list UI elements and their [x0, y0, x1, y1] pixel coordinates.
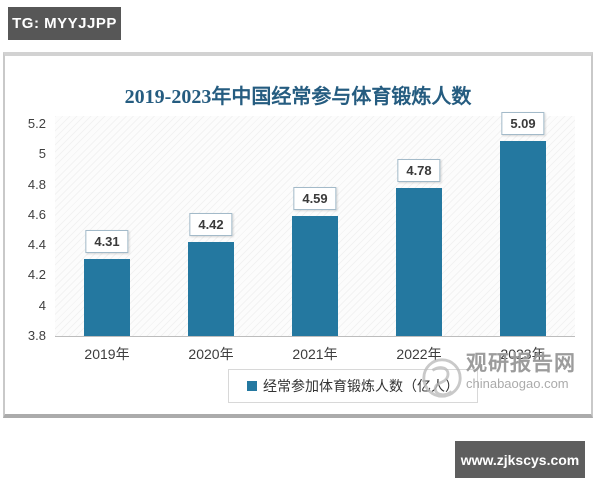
- bar-value-label: 4.31: [85, 229, 129, 253]
- legend-swatch-icon: [247, 381, 257, 391]
- bar-group: 4.78: [396, 116, 442, 336]
- watermark-domain: chinabaogao.com: [466, 376, 569, 391]
- watermark-name: 观研报告网: [466, 352, 576, 375]
- chinabaogao-logo-icon: [420, 356, 464, 405]
- bar-group: 4.31: [84, 116, 130, 336]
- bar: [292, 216, 338, 336]
- legend: 经常参加体育锻炼人数（亿人）: [228, 369, 478, 403]
- bar-group: 5.09: [500, 111, 546, 336]
- bar-value-label: 4.59: [293, 187, 337, 211]
- bar-group: 4.42: [188, 116, 234, 336]
- bar: [396, 187, 442, 336]
- bar: [188, 242, 234, 336]
- bar-value-label: 5.09: [501, 111, 545, 135]
- tg-contact-badge: TG: MYYJJPP: [8, 7, 121, 40]
- bar-group: 4.59: [292, 116, 338, 336]
- plot-area: 4.31 4.42 4.59 4.78 5.09: [55, 111, 575, 337]
- watermark: 观研报告网 chinabaogao.com: [420, 352, 595, 400]
- bar: [84, 258, 130, 336]
- watermark-texts: 观研报告网 chinabaogao.com: [466, 352, 576, 391]
- bar: [500, 140, 546, 336]
- bar-value-label: 4.78: [397, 158, 441, 182]
- bar-value-label: 4.42: [189, 213, 233, 237]
- legend-label: 经常参加体育锻炼人数（亿人）: [263, 378, 459, 394]
- chart-title: 2019-2023年中国经常参与体育锻炼人数: [124, 86, 472, 108]
- site-url-badge: www.zjkscys.com: [455, 441, 585, 478]
